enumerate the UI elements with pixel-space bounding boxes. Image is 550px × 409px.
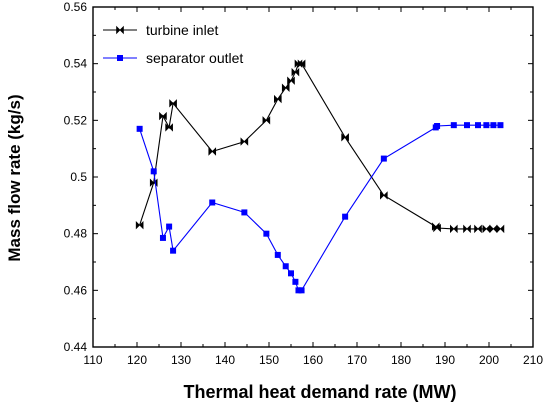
data-point bbox=[274, 251, 281, 258]
data-point bbox=[166, 223, 173, 230]
x-tick-label: 140 bbox=[215, 353, 235, 367]
x-tick-label: 160 bbox=[303, 353, 323, 367]
y-tick-label: 0.56 bbox=[64, 0, 88, 14]
x-tick-label: 170 bbox=[347, 353, 367, 367]
axis-ticks: 110 120 130 140 150 160 170 180 190 200 210 0.44 0.4… bbox=[64, 0, 544, 367]
data-point bbox=[274, 94, 282, 104]
y-axis-title: Mass flow rate (kg/s) bbox=[5, 94, 24, 261]
data-point bbox=[292, 278, 299, 285]
data-point bbox=[241, 209, 248, 216]
data-point bbox=[463, 224, 471, 234]
x-tick-label: 210 bbox=[523, 353, 543, 367]
data-point bbox=[380, 191, 388, 200]
data-point bbox=[450, 122, 457, 129]
legend-label: separator outlet bbox=[146, 50, 243, 66]
y-tick-label: 0.5 bbox=[70, 170, 87, 184]
data-point bbox=[169, 99, 177, 108]
data-point bbox=[159, 111, 167, 121]
legend-item: separator outlet bbox=[103, 50, 243, 66]
data-point bbox=[482, 224, 491, 234]
data-point bbox=[490, 122, 497, 129]
data-point bbox=[135, 220, 144, 230]
data-point bbox=[464, 122, 470, 129]
data-point bbox=[475, 122, 481, 129]
y-tick-label: 0.44 bbox=[64, 340, 88, 354]
data-point bbox=[281, 83, 290, 92]
data-point bbox=[295, 287, 302, 294]
series-line bbox=[139, 124, 501, 291]
x-tick-label: 200 bbox=[479, 353, 499, 367]
data-point bbox=[262, 116, 271, 125]
legend-marker bbox=[116, 25, 124, 35]
y-tick-label: 0.52 bbox=[64, 113, 88, 127]
data-point bbox=[159, 234, 166, 241]
series-separator-outlet bbox=[136, 122, 504, 294]
data-point bbox=[282, 263, 289, 270]
data-point bbox=[165, 123, 173, 132]
data-point bbox=[291, 67, 300, 77]
data-point bbox=[433, 223, 441, 233]
data-point bbox=[342, 213, 349, 220]
data-point bbox=[496, 224, 505, 234]
series-turbine-inlet bbox=[135, 59, 505, 234]
legend-item: turbine inlet bbox=[103, 22, 218, 38]
data-point bbox=[450, 224, 458, 234]
y-tick-label: 0.46 bbox=[64, 283, 88, 297]
y-tick-label: 0.54 bbox=[64, 57, 88, 71]
data-point bbox=[483, 122, 490, 129]
x-tick-label: 110 bbox=[83, 353, 102, 367]
data-point bbox=[150, 168, 157, 175]
data-point bbox=[297, 59, 306, 68]
x-tick-label: 130 bbox=[171, 353, 191, 367]
data-point bbox=[298, 287, 305, 294]
data-point bbox=[434, 123, 441, 129]
data-point bbox=[380, 155, 387, 162]
data-point bbox=[341, 133, 349, 142]
series-layer bbox=[135, 59, 505, 294]
legend-marker bbox=[117, 55, 123, 61]
data-point bbox=[170, 247, 177, 254]
legend: turbine inlet separator outlet bbox=[103, 22, 243, 66]
data-point bbox=[489, 224, 498, 234]
data-point bbox=[263, 230, 270, 237]
data-point bbox=[288, 270, 294, 277]
x-axis-title: Thermal heat demand rate (MW) bbox=[183, 382, 456, 402]
data-point bbox=[497, 122, 504, 129]
x-tick-label: 150 bbox=[259, 353, 279, 367]
series-line bbox=[139, 63, 501, 230]
y-tick-label: 0.48 bbox=[64, 227, 88, 241]
data-point bbox=[240, 137, 249, 146]
x-tick-label: 120 bbox=[127, 353, 147, 367]
x-tick-label: 190 bbox=[435, 353, 455, 367]
data-point bbox=[136, 125, 143, 132]
data-point bbox=[287, 76, 295, 85]
legend-label: turbine inlet bbox=[146, 22, 218, 38]
x-tick-label: 180 bbox=[391, 353, 411, 367]
data-point bbox=[209, 199, 216, 206]
data-point bbox=[474, 224, 482, 234]
data-point bbox=[208, 147, 217, 156]
plot-frame bbox=[92, 6, 534, 348]
